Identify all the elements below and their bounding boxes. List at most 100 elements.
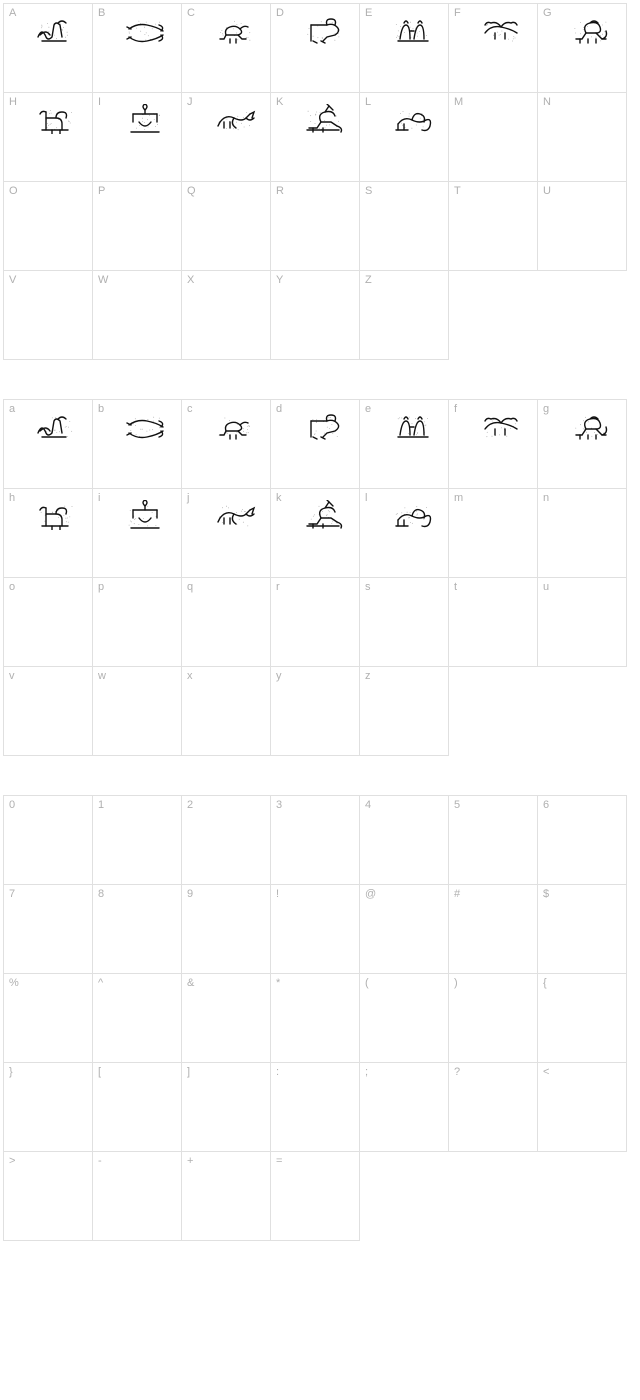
char-cell: O <box>3 181 93 271</box>
cell-label: m <box>454 492 463 504</box>
char-cell: V <box>3 270 93 360</box>
char-cell: } <box>3 1062 93 1152</box>
cell-label: 4 <box>365 799 371 811</box>
char-cell: % <box>3 973 93 1063</box>
cell-label: 5 <box>454 799 460 811</box>
cell-label: x <box>187 670 193 682</box>
cell-label: ! <box>276 888 279 900</box>
char-cell: L <box>359 92 449 182</box>
char-cell: i <box>92 488 182 578</box>
char-cell: U <box>537 181 627 271</box>
char-cell: * <box>270 973 360 1063</box>
char-cell: ] <box>181 1062 271 1152</box>
char-cell: q <box>181 577 271 667</box>
char-cell: y <box>270 666 360 756</box>
char-cell: 5 <box>448 795 538 885</box>
cell-label: O <box>9 185 18 197</box>
cell-label: 2 <box>187 799 193 811</box>
sagittarius-icon <box>293 103 353 135</box>
cell-label: w <box>98 670 106 682</box>
char-cell: k <box>270 488 360 578</box>
libra-icon <box>115 103 175 135</box>
char-cell: d <box>270 399 360 489</box>
section-symbols: 0123456789!@#$%^&*(){}[]:;?<>-+= <box>4 796 634 1241</box>
cell-label: l <box>365 492 367 504</box>
virgo-icon <box>26 499 86 531</box>
char-cell: J <box>181 92 271 182</box>
aquarius-icon <box>26 14 86 46</box>
cell-label: P <box>98 185 105 197</box>
cell-label: + <box>187 1155 193 1167</box>
char-cell: 2 <box>181 795 271 885</box>
cell-label: D <box>276 7 284 19</box>
cell-label: k <box>276 492 282 504</box>
capricorn-icon <box>382 103 442 135</box>
char-cell: ! <box>270 884 360 974</box>
char-cell: M <box>448 92 538 182</box>
cell-label: @ <box>365 888 376 900</box>
cell-label: i <box>98 492 100 504</box>
char-cell: > <box>3 1151 93 1241</box>
char-cell: ? <box>448 1062 538 1152</box>
char-cell: & <box>181 973 271 1063</box>
char-cell: S <box>359 181 449 271</box>
cell-label: z <box>365 670 371 682</box>
cell-label: t <box>454 581 457 593</box>
gemini-icon <box>382 410 442 442</box>
char-cell: @ <box>359 884 449 974</box>
cell-label: e <box>365 403 371 415</box>
aquarius-icon <box>26 410 86 442</box>
cell-label: j <box>187 492 189 504</box>
cell-label: { <box>543 977 547 989</box>
cell-label: r <box>276 581 280 593</box>
char-cell: T <box>448 181 538 271</box>
cell-label: c <box>187 403 193 415</box>
cell-label: < <box>543 1066 549 1078</box>
section-uppercase: ABCDEFGHIJKLMNOPQRSTUVWXYZ <box>4 4 634 360</box>
cell-label: T <box>454 185 461 197</box>
char-cell: B <box>92 3 182 93</box>
sagittarius-icon <box>293 499 353 531</box>
char-cell: [ <box>92 1062 182 1152</box>
cell-label: ^ <box>98 977 103 989</box>
pisces-icon <box>115 14 175 46</box>
char-cell: N <box>537 92 627 182</box>
cell-label: ) <box>454 977 458 989</box>
cell-label: 3 <box>276 799 282 811</box>
capricorn-icon <box>382 499 442 531</box>
char-cell: g <box>537 399 627 489</box>
char-cell: j <box>181 488 271 578</box>
char-cell: r <box>270 577 360 667</box>
cell-label: f <box>454 403 457 415</box>
cell-label: u <box>543 581 549 593</box>
pisces-icon <box>115 410 175 442</box>
char-cell: - <box>92 1151 182 1241</box>
cell-label: * <box>276 977 280 989</box>
cell-label: % <box>9 977 19 989</box>
cell-label: 0 <box>9 799 15 811</box>
cell-label: = <box>276 1155 282 1167</box>
cancer-icon <box>471 14 531 46</box>
cell-label: 7 <box>9 888 15 900</box>
char-cell: 8 <box>92 884 182 974</box>
cell-label: B <box>98 7 105 19</box>
char-cell: H <box>3 92 93 182</box>
cell-label: H <box>9 96 17 108</box>
char-cell: m <box>448 488 538 578</box>
char-cell: ^ <box>92 973 182 1063</box>
cell-label: U <box>543 185 551 197</box>
cell-label: ] <box>187 1066 190 1078</box>
char-cell: w <box>92 666 182 756</box>
char-cell: Z <box>359 270 449 360</box>
cell-label: $ <box>543 888 549 900</box>
char-cell: Q <box>181 181 271 271</box>
char-cell: { <box>537 973 627 1063</box>
char-cell: C <box>181 3 271 93</box>
cell-label: 9 <box>187 888 193 900</box>
cell-label: K <box>276 96 283 108</box>
char-cell: = <box>270 1151 360 1241</box>
char-cell: a <box>3 399 93 489</box>
cell-label: 1 <box>98 799 104 811</box>
char-cell: 7 <box>3 884 93 974</box>
char-cell: A <box>3 3 93 93</box>
